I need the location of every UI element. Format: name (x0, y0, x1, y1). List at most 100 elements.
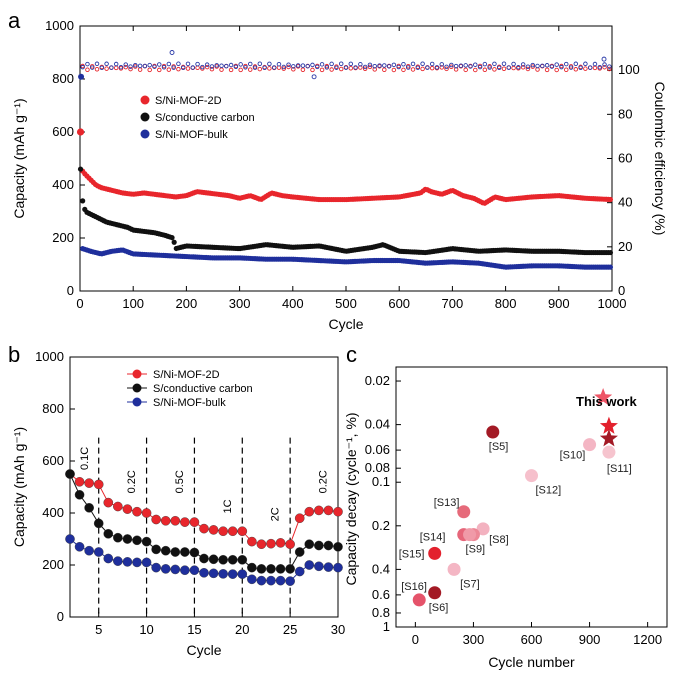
panel-a-ce-point (300, 67, 306, 72)
panel-b-red-point (237, 526, 248, 537)
panel-c-xtick-label: 600 (521, 632, 543, 647)
panel-c-xtick-label: 300 (463, 632, 485, 647)
panel-a-ce-point (473, 67, 478, 73)
panel-b-blue-point (199, 568, 209, 578)
panel-b-red-point (113, 501, 123, 512)
panel-b-black-point (304, 539, 315, 550)
panel-b-red-point (141, 508, 152, 518)
panel-b-red-point (304, 506, 315, 517)
panel-a-ce-point (468, 64, 473, 69)
panel-a-ce-point (161, 65, 167, 70)
panel-a-ce-point (573, 61, 579, 67)
panel-a-ce-point (549, 64, 555, 69)
panel-a-xtick-label: 100 (122, 296, 144, 311)
panel-a-ce-point (329, 67, 334, 72)
panel-a-legend-label: S/Ni-MOF-2D (155, 95, 222, 107)
panel-c-point-label: [S8] (489, 534, 509, 546)
panel-a-ce-point (415, 65, 421, 70)
panel-b-black-point (294, 547, 305, 557)
panel-a-ce-point (195, 61, 200, 67)
panel-a-ce-point (176, 61, 181, 67)
panel-b-blue-point (170, 564, 181, 575)
panel-a-ce-point (453, 63, 459, 69)
panel-b-red-point (180, 517, 190, 527)
panel-a-xtick-label: 1000 (598, 296, 627, 311)
panel-a-ce-point (496, 65, 502, 70)
panel-b-black-point (151, 544, 161, 555)
panel-a-ce-point (511, 65, 516, 71)
panel-c-ytick-label: 0.04 (365, 417, 390, 432)
panel-b-rate-label: 1C (222, 499, 234, 513)
panel-a-ce-point (444, 66, 449, 72)
panel-a-ce-point (104, 66, 109, 71)
panel-c-point (463, 528, 477, 542)
panel-b-rate-label: 2C (270, 507, 282, 521)
panel-a-ce-point (338, 66, 344, 72)
panel-b-red-point (314, 505, 324, 516)
panel-b-red-point (189, 517, 200, 527)
panel-c-ytick-label: 1 (383, 619, 390, 634)
panel-b-xtick-label: 30 (331, 622, 345, 637)
panel-c-point (447, 562, 461, 576)
panel-a-ce-point (358, 62, 363, 67)
panel-a-ce-point (133, 62, 138, 68)
panel-a-ce-point (94, 67, 100, 72)
panel-c-point (476, 522, 490, 536)
panel-c-xtick-label: 900 (579, 632, 601, 647)
panel-b-ylabel: Capacity (mAh g⁻¹) (11, 427, 27, 547)
panel-a-ce-point (444, 64, 449, 70)
panel-a-ce-point (281, 66, 287, 71)
panel-a-ce-point (334, 65, 339, 70)
panel-c-ylabel: Capacity decay (cycle⁻¹, %) (343, 412, 359, 585)
panel-b-blue-point (323, 562, 334, 572)
panel-a-ce-point (257, 66, 263, 72)
panel-b-black-point (93, 518, 104, 529)
panel-a-ce-point (118, 64, 124, 70)
panel-a-black-point (77, 166, 84, 172)
panel-a-legend-label: S/conductive carbon (155, 112, 255, 124)
panel-a-ce-point (338, 61, 344, 67)
panel-a-ce-point (257, 61, 263, 67)
panel-a-letter: a (8, 8, 21, 33)
panel-b-xtick-label: 5 (95, 622, 102, 637)
panel-b-blue-point (103, 553, 114, 564)
panel-a-ce-point (171, 65, 176, 70)
panel-c-letter: c (346, 342, 357, 367)
panel-b-black-point (103, 529, 114, 539)
panel-b-ytick-label: 200 (42, 557, 64, 572)
panel-a-ce-point (434, 65, 440, 70)
panel-c-point-label: [S10] (560, 450, 586, 462)
panel-a-ce-point (492, 67, 497, 72)
panel-a-ce-point (247, 67, 253, 72)
panel-a-ce-point (123, 62, 129, 67)
panel-c-ytick-label: 0.02 (365, 373, 390, 388)
panel-a-y2tick-label: 40 (618, 195, 632, 210)
panel-a-ce-point (482, 67, 488, 73)
panel-a-ce-point (209, 66, 215, 72)
panel-a-ce-point (233, 64, 239, 70)
panel-a-ce-point (583, 66, 588, 71)
panel-b-black-point (141, 536, 152, 547)
panel-b-xtick-label: 25 (283, 622, 297, 637)
panel-a-ce-first (78, 73, 85, 80)
panel-a-y2tick-label: 60 (618, 151, 632, 166)
panel-b-black-point (266, 564, 276, 574)
panel-a-ce-point (405, 65, 411, 70)
panel-b-blue-point (132, 557, 142, 568)
panel-c-star (594, 388, 613, 406)
panel-a-ce-point (367, 62, 373, 68)
panel-b-rate-label: 0.2C (318, 470, 330, 493)
panel-a-ce-point (157, 62, 162, 67)
panel-a-ce-point (592, 65, 598, 71)
panel-b-red-point (208, 525, 219, 535)
panel-b-red-point (285, 539, 295, 550)
panel-b-red-point (256, 539, 267, 550)
panel-b-xtick-label: 15 (187, 622, 201, 637)
panel-a-ce-point (530, 64, 535, 69)
panel-a-xtick-label: 0 (76, 296, 83, 311)
panel-a-ce-point (247, 61, 253, 67)
panel-b-red-point (266, 538, 276, 549)
panel-a-ce-point (506, 65, 512, 70)
panel-b-black-point (170, 547, 181, 557)
panel-a-ce-point (291, 64, 296, 69)
